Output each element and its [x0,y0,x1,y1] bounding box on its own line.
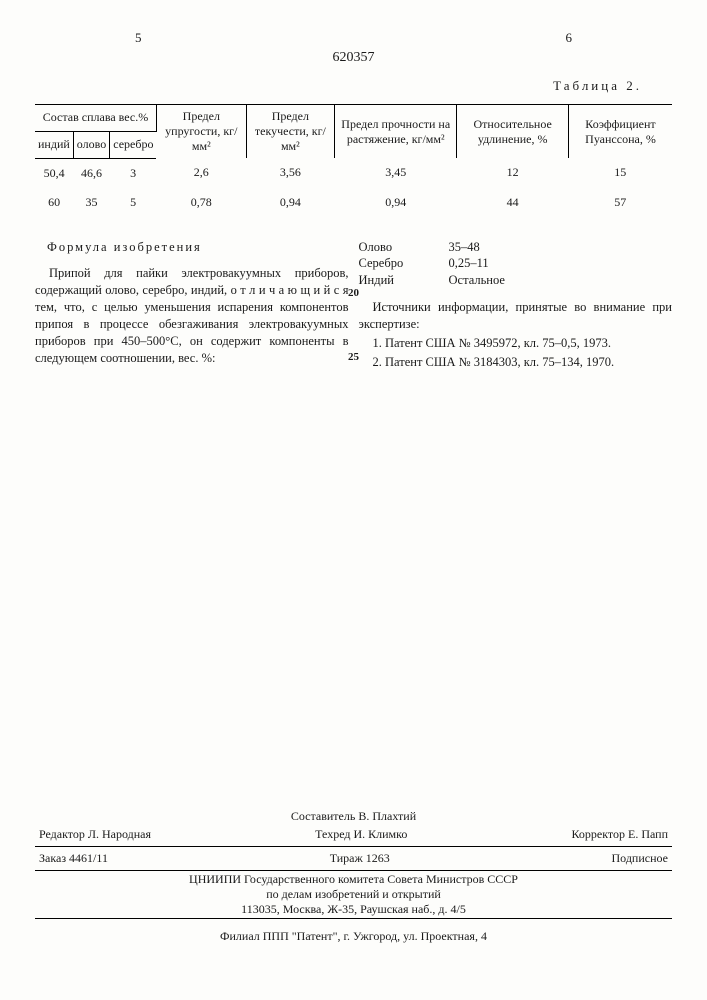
th-sub3: серебро [110,131,157,158]
th-col4: Предел упругости, кг/мм² [156,105,246,159]
th-col8: Коэффициент Пуанссона, % [568,105,672,159]
divider [35,870,672,871]
page-numbers: 5 6 [135,30,572,46]
doc-number: 620357 [35,50,672,66]
divider [35,918,672,919]
composition-table: Олово35–48 Серебро0,25–11 ИндийОстальное [359,239,673,290]
divider [35,846,672,847]
footer-tehred: Техред И. Климко [315,827,407,842]
footer-filial: Филиал ППП "Патент", г. Ужгород, ул. Про… [35,929,672,944]
source-2: 2. Патент США № 3184303, кл. 75–134, 197… [359,354,673,371]
claim-heading: Формула изобретения [35,239,349,256]
line-mark-25: 25 [348,351,359,363]
th-sub1: индий [35,131,73,158]
footer-podpis: Подписное [612,851,669,866]
table-row: 50,4 46,6 3 2,6 3,56 3,45 12 15 [35,158,672,188]
sources-head: Источники информации, принятые во вниман… [359,299,673,333]
right-column: Олово35–48 Серебро0,25–11 ИндийОстальное… [359,239,673,373]
footer-org2: по делам изобретений и открытий [35,887,672,902]
footer-addr: 113035, Москва, Ж-35, Раушская наб., д. … [35,902,672,917]
body-columns: 20 25 Формула изобретения Припой для пай… [35,239,672,373]
footer-org1: ЦНИИПИ Государственного комитета Совета … [35,872,672,887]
table-row: 60 35 5 0,78 0,94 0,94 44 57 [35,188,672,217]
th-col7: Относительное удлинение, % [457,105,569,159]
footer-redaktor: Редактор Л. Народная [39,827,151,842]
claim-text: Припой для пайки электровакуумных прибор… [35,265,349,366]
line-mark-20: 20 [348,287,359,299]
footer-tirazh: Тираж 1263 [330,851,390,866]
source-1: 1. Патент США № 3495972, кл. 75–0,5, 197… [359,335,673,352]
table-caption: Таблица 2. [35,78,642,94]
data-table: Состав сплава вес.% Предел упругости, кг… [35,104,672,217]
page-left: 5 [135,30,142,46]
footer-sostav: Составитель В. Плахтий [35,809,672,824]
footer-zakaz: Заказ 4461/11 [39,851,108,866]
th-group: Состав сплава вес.% [35,105,156,132]
th-col5: Предел текучести, кг/мм² [246,105,334,159]
footer: Составитель В. Плахтий Редактор Л. Народ… [35,809,672,944]
footer-korr: Корректор Е. Папп [572,827,669,842]
th-col6: Предел прочности на растяжение, кг/мм² [335,105,457,159]
page-right: 6 [566,30,573,46]
th-sub2: олово [73,131,109,158]
left-column: Формула изобретения Припой для пайки эле… [35,239,349,373]
